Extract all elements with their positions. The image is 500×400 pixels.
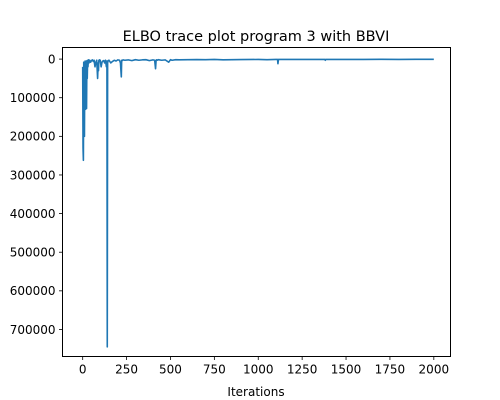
x-tick-label: 1500 — [331, 363, 362, 377]
y-axis: 0 100000 200000 300000 400000 500000 600000 700… — [10, 52, 63, 337]
y-tick-label: 100000 — [10, 91, 56, 105]
x-tick-label: 1750 — [375, 363, 406, 377]
chart-title: ELBO trace plot program 3 with BBVI — [123, 29, 390, 45]
y-tick-label: 400000 — [10, 207, 56, 221]
plot-frame — [62, 47, 451, 357]
y-tick-label: 600000 — [10, 284, 56, 298]
y-tick-label: 300000 — [10, 168, 56, 182]
series-group — [81, 58, 434, 348]
x-tick-label: 1250 — [287, 363, 318, 377]
x-tick-label: 2000 — [419, 363, 450, 377]
y-tick-label: 0 — [48, 52, 56, 66]
x-axis-label: Iterations — [227, 385, 284, 399]
x-tick-label: 0 — [79, 363, 87, 377]
y-tick-label: 200000 — [10, 130, 56, 144]
x-tick-label: 1000 — [243, 363, 274, 377]
x-tick-label: 500 — [159, 363, 182, 377]
y-tick-label: 500000 — [10, 246, 56, 260]
x-axis: 0 250 500 750 1000 1250 1500 1750 2000 — [79, 356, 450, 377]
x-tick-label: 750 — [203, 363, 226, 377]
series-line-0 — [81, 58, 434, 348]
y-tick-label: 700000 — [10, 323, 56, 337]
x-tick-label: 250 — [115, 363, 138, 377]
